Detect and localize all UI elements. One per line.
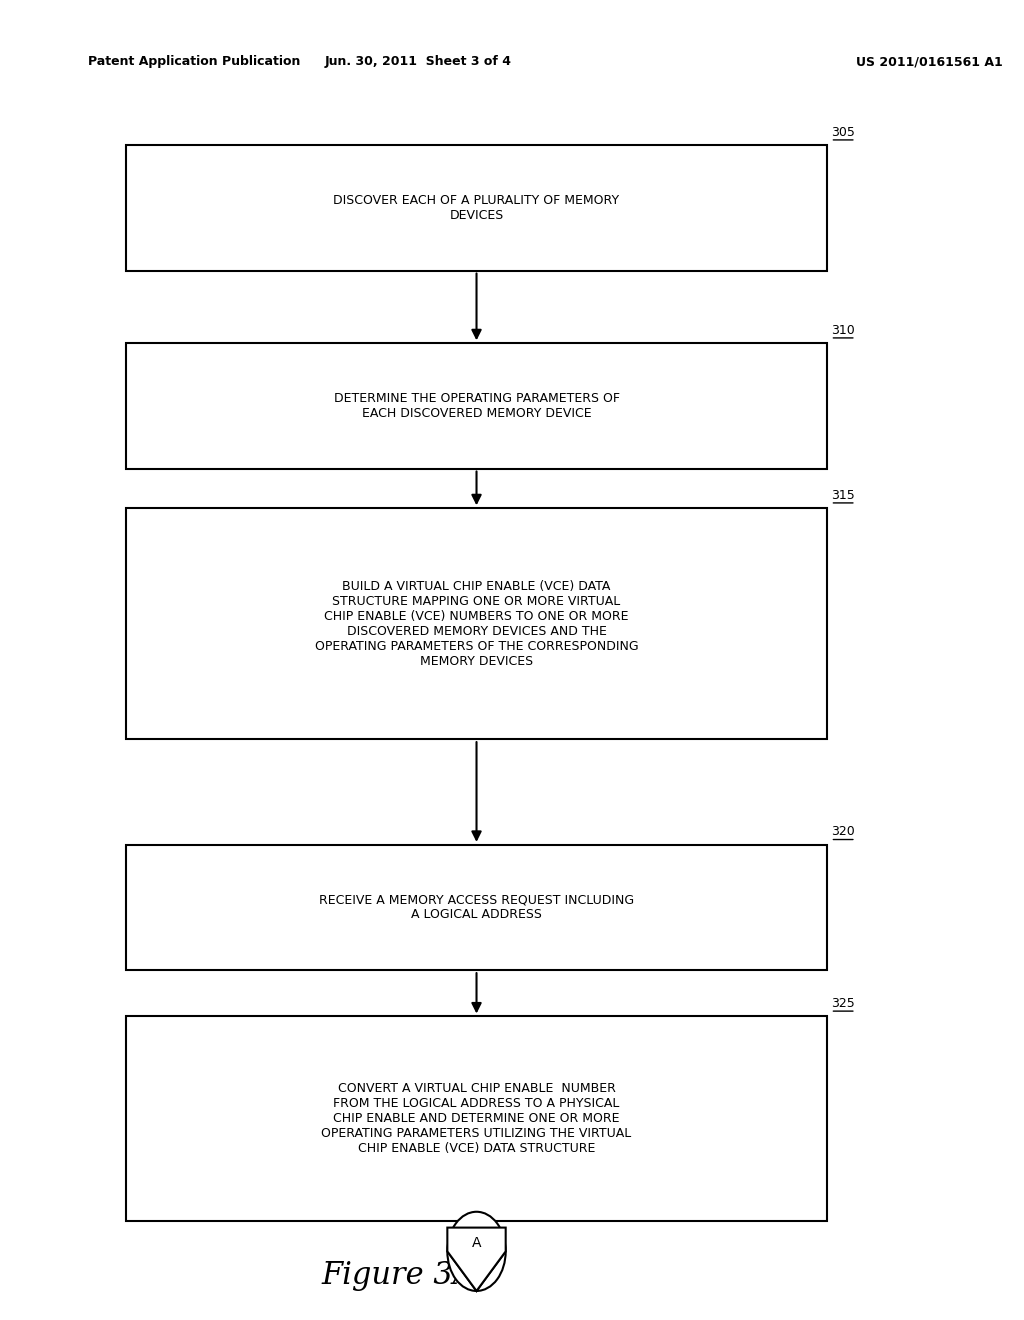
FancyBboxPatch shape [126, 508, 826, 739]
Text: 315: 315 [831, 488, 855, 502]
Text: DISCOVER EACH OF A PLURALITY OF MEMORY
DEVICES: DISCOVER EACH OF A PLURALITY OF MEMORY D… [334, 194, 620, 222]
Text: 320: 320 [831, 825, 855, 838]
Text: 310: 310 [831, 323, 855, 337]
FancyBboxPatch shape [126, 845, 826, 970]
Text: US 2011/0161561 A1: US 2011/0161561 A1 [856, 55, 1002, 69]
Text: RECEIVE A MEMORY ACCESS REQUEST INCLUDING
A LOGICAL ADDRESS: RECEIVE A MEMORY ACCESS REQUEST INCLUDIN… [318, 894, 634, 921]
Text: A: A [472, 1237, 481, 1250]
Text: BUILD A VIRTUAL CHIP ENABLE (VCE) DATA
STRUCTURE MAPPING ONE OR MORE VIRTUAL
CHI: BUILD A VIRTUAL CHIP ENABLE (VCE) DATA S… [314, 579, 638, 668]
FancyBboxPatch shape [126, 343, 826, 469]
Polygon shape [447, 1228, 506, 1291]
Text: Jun. 30, 2011  Sheet 3 of 4: Jun. 30, 2011 Sheet 3 of 4 [325, 55, 512, 69]
Text: Patent Application Publication: Patent Application Publication [87, 55, 300, 69]
Text: Figure 3A: Figure 3A [322, 1261, 475, 1291]
Polygon shape [447, 1251, 506, 1291]
FancyBboxPatch shape [126, 145, 826, 271]
Text: DETERMINE THE OPERATING PARAMETERS OF
EACH DISCOVERED MEMORY DEVICE: DETERMINE THE OPERATING PARAMETERS OF EA… [334, 392, 620, 420]
Text: 305: 305 [831, 125, 855, 139]
Circle shape [447, 1212, 506, 1291]
Text: 325: 325 [831, 997, 855, 1010]
Text: CONVERT A VIRTUAL CHIP ENABLE  NUMBER
FROM THE LOGICAL ADDRESS TO A PHYSICAL
CHI: CONVERT A VIRTUAL CHIP ENABLE NUMBER FRO… [322, 1082, 632, 1155]
FancyBboxPatch shape [126, 1016, 826, 1221]
